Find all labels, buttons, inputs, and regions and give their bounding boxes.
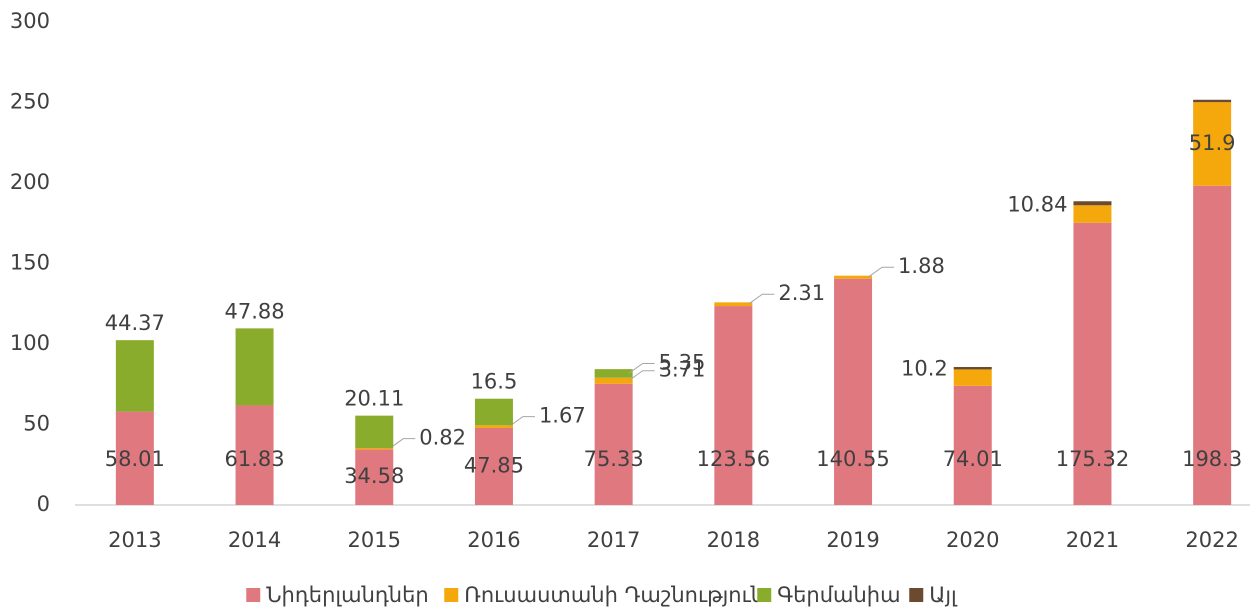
data-label: 3.71 — [659, 358, 706, 382]
y-tick-label: 0 — [37, 492, 50, 516]
data-label: 1.88 — [898, 254, 945, 278]
legend-swatch — [444, 588, 459, 602]
leader-line — [628, 370, 655, 382]
x-tick-label: 2021 — [1066, 528, 1119, 552]
legend-label: Գերմանիա — [777, 583, 900, 607]
data-label: 10.2 — [901, 356, 948, 380]
data-label: 140.55 — [816, 447, 889, 471]
data-label: 61.83 — [224, 447, 284, 471]
bar-segment — [1073, 222, 1112, 505]
legend-swatch — [909, 588, 924, 602]
data-label: 47.88 — [224, 299, 284, 323]
bar-segment — [953, 367, 992, 370]
data-label: 0.82 — [419, 426, 466, 450]
y-tick-label: 50 — [23, 412, 50, 436]
x-tick-label: 2022 — [1185, 528, 1238, 552]
bar-segment — [355, 449, 394, 505]
leader-line — [388, 438, 416, 450]
data-label: 2.31 — [778, 281, 825, 305]
y-tick-label: 300 — [10, 9, 50, 33]
bar-segment — [1073, 205, 1112, 223]
data-label: 20.11 — [344, 387, 404, 411]
bar-segment — [1193, 185, 1232, 505]
data-label: 123.56 — [697, 447, 770, 471]
bar-segment — [834, 275, 873, 279]
legend-label: Ռուսաստանի Դաշնություն — [464, 583, 764, 607]
bar-segment — [474, 425, 513, 428]
bar-segment — [594, 377, 633, 384]
data-label: 198.3 — [1182, 447, 1242, 471]
bar-segment — [474, 398, 513, 426]
data-label: 75.33 — [584, 447, 644, 471]
x-tick-label: 2020 — [946, 528, 999, 552]
data-label: 51.9 — [1189, 131, 1236, 155]
bar-segment — [115, 340, 154, 412]
data-label: 175.32 — [1056, 447, 1129, 471]
bar-segment — [474, 427, 513, 505]
bar-segment — [714, 302, 753, 307]
y-tick-label: 150 — [10, 251, 50, 275]
bar-segment — [115, 411, 154, 505]
bar-segment — [1193, 102, 1232, 186]
y-tick-label: 100 — [10, 331, 50, 355]
bar-segment — [355, 415, 394, 449]
x-tick-label: 2014 — [228, 528, 281, 552]
legend-label: Այլ — [929, 583, 958, 607]
x-tick-label: 2016 — [467, 528, 520, 552]
bar-segment — [594, 369, 633, 378]
data-label: 16.5 — [471, 370, 518, 394]
y-tick-label: 200 — [10, 170, 50, 194]
legend-swatch — [246, 588, 261, 602]
data-label: 58.01 — [105, 447, 165, 471]
bar-segment — [355, 448, 394, 450]
data-label: 44.37 — [105, 311, 165, 335]
leader-line — [508, 416, 535, 428]
x-tick-label: 2018 — [707, 528, 760, 552]
bar-segment — [714, 306, 753, 505]
bar-segment — [1193, 99, 1232, 103]
data-label: 1.67 — [539, 404, 586, 428]
bar-segment — [834, 278, 873, 505]
x-tick-label: 2013 — [108, 528, 161, 552]
data-label: 47.85 — [464, 453, 524, 477]
x-tick-label: 2019 — [826, 528, 879, 552]
legend-label: Նիդերլանդներ — [266, 583, 428, 607]
bar-segment — [1073, 201, 1112, 206]
bar-segment — [235, 328, 274, 406]
x-tick-label: 2017 — [587, 528, 640, 552]
leader-line — [867, 266, 895, 278]
data-label: 5.35 — [659, 350, 706, 374]
data-label: 74.01 — [943, 447, 1003, 471]
bar-segment — [953, 385, 992, 505]
data-label: 34.58 — [344, 464, 404, 488]
bar-segment — [953, 369, 992, 386]
bar-segment — [594, 383, 633, 505]
bar-segment — [235, 405, 274, 505]
x-tick-label: 2015 — [348, 528, 401, 552]
leader-line — [628, 362, 655, 374]
leader-line — [748, 293, 775, 305]
legend-swatch — [757, 588, 772, 602]
y-tick-label: 250 — [10, 90, 50, 114]
data-label: 10.84 — [1007, 192, 1067, 216]
